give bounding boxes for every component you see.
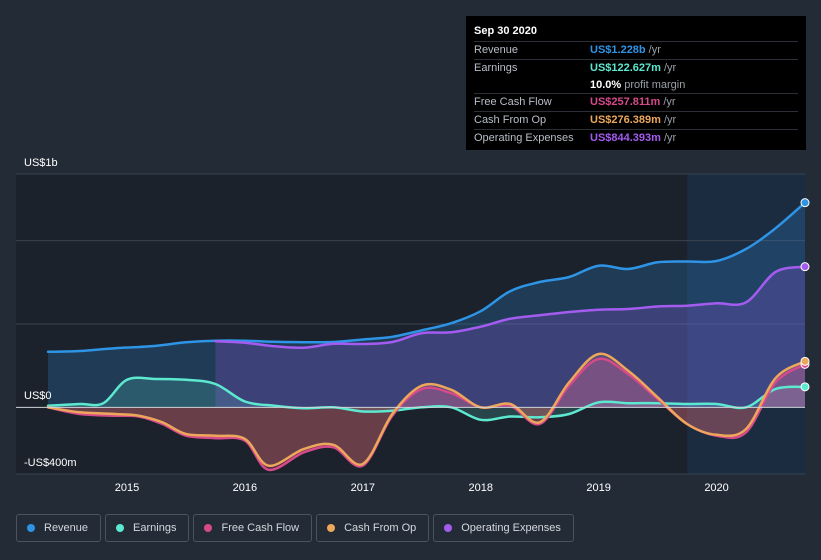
- revenue-endpoint: [800, 198, 810, 208]
- legend-item-cash-from-op[interactable]: Cash From Op: [316, 514, 430, 542]
- legend-item-operating-expenses[interactable]: Operating Expenses: [433, 514, 574, 542]
- tooltip-row-value: US$844.393m: [590, 131, 661, 144]
- legend-item-revenue[interactable]: Revenue: [16, 514, 102, 542]
- legend-label: Cash From Op: [344, 522, 417, 534]
- cash-from-op-line: [46, 352, 807, 467]
- cash-from-op-endpoint: [800, 356, 810, 366]
- tooltip-row: 10.0% profit margin: [474, 77, 798, 94]
- tooltip-row-label: Cash From Op: [474, 114, 547, 127]
- x-tick-label: 2016: [233, 482, 257, 494]
- legend-dot-icon: [444, 524, 453, 532]
- revenue-line: [46, 201, 807, 354]
- legend-label: Revenue: [44, 522, 89, 534]
- tooltip-row-label: Free Cash Flow: [474, 96, 552, 109]
- tooltip-row-unit: /yr: [663, 96, 676, 109]
- legend-dot-icon: [327, 524, 336, 532]
- tooltip-row: Free Cash Flow US$257.811m/yr: [474, 93, 798, 111]
- tooltip-row-value: 10.0%: [590, 78, 622, 91]
- y-axis-label-top: US$1b: [24, 157, 58, 169]
- y-axis-label-bottom: -US$400m: [24, 457, 77, 469]
- legend-label: Operating Expenses: [461, 522, 561, 534]
- tooltip-row: Earnings US$122.627m/yr: [474, 58, 798, 77]
- tooltip-row: Cash From Op US$276.389m/yr: [474, 111, 798, 129]
- tooltip-row-unit: /yr: [663, 114, 677, 127]
- operating-expenses-area: [215, 266, 805, 408]
- cash-from-op-area: [48, 353, 805, 466]
- legend-label: Earnings: [133, 522, 177, 534]
- legend-dot-icon: [116, 524, 125, 532]
- x-tick-label: 2020: [704, 482, 728, 494]
- tooltip-date: Sep 30 2020: [474, 25, 537, 37]
- tooltip-row: Revenue US$1.228b/yr: [474, 41, 798, 59]
- data-tooltip: Sep 30 2020 Revenue US$1.228b/yr Earnings U…: [466, 16, 806, 150]
- x-tick-label: 2017: [351, 482, 375, 494]
- earnings-endpoint: [800, 382, 810, 392]
- tooltip-row: Operating Expenses US$844.393m/yr: [474, 128, 798, 147]
- legend-dot-icon: [204, 524, 213, 532]
- tooltip-row-value: US$257.811m: [590, 96, 661, 109]
- x-tick-label: 2019: [586, 482, 610, 494]
- tooltip-row-unit: profit margin: [624, 78, 686, 91]
- tooltip-row-value: US$1.228b: [590, 44, 646, 56]
- legend-dot-icon: [27, 524, 35, 532]
- legend-label: Free Cash Flow: [221, 522, 300, 534]
- revenue-area: [48, 202, 805, 408]
- tooltip-row-value: US$276.389m: [590, 114, 661, 127]
- tooltip-row-unit: /yr: [663, 131, 677, 144]
- tooltip-row-unit: /yr: [663, 61, 677, 74]
- legend-item-free-cash-flow[interactable]: Free Cash Flow: [193, 514, 313, 542]
- x-tick-label: 2018: [468, 482, 492, 494]
- tooltip-row-label: Operating Expenses: [474, 131, 574, 144]
- x-tick-label: 2015: [115, 482, 139, 494]
- operating-expenses-endpoint: [800, 262, 810, 272]
- legend-item-earnings[interactable]: Earnings: [105, 514, 190, 542]
- operating-expenses-line: [214, 265, 807, 350]
- chart-area: US$1b US$0 -US$400m 2015 2016 2017 2018 2019…: [16, 157, 810, 494]
- tooltip-row-label: Revenue: [474, 44, 519, 56]
- tooltip-row-label: [474, 77, 590, 94]
- tooltip-row-unit: /yr: [648, 44, 661, 56]
- tooltip-row-label: Earnings: [474, 61, 518, 74]
- y-axis-label-zero: US$0: [24, 390, 52, 402]
- free-cash-flow-area: [48, 358, 805, 470]
- tooltip-row-value: US$122.627m: [590, 61, 661, 74]
- chart-legend: Revenue Earnings Free Cash Flow Cash From O…: [16, 514, 574, 542]
